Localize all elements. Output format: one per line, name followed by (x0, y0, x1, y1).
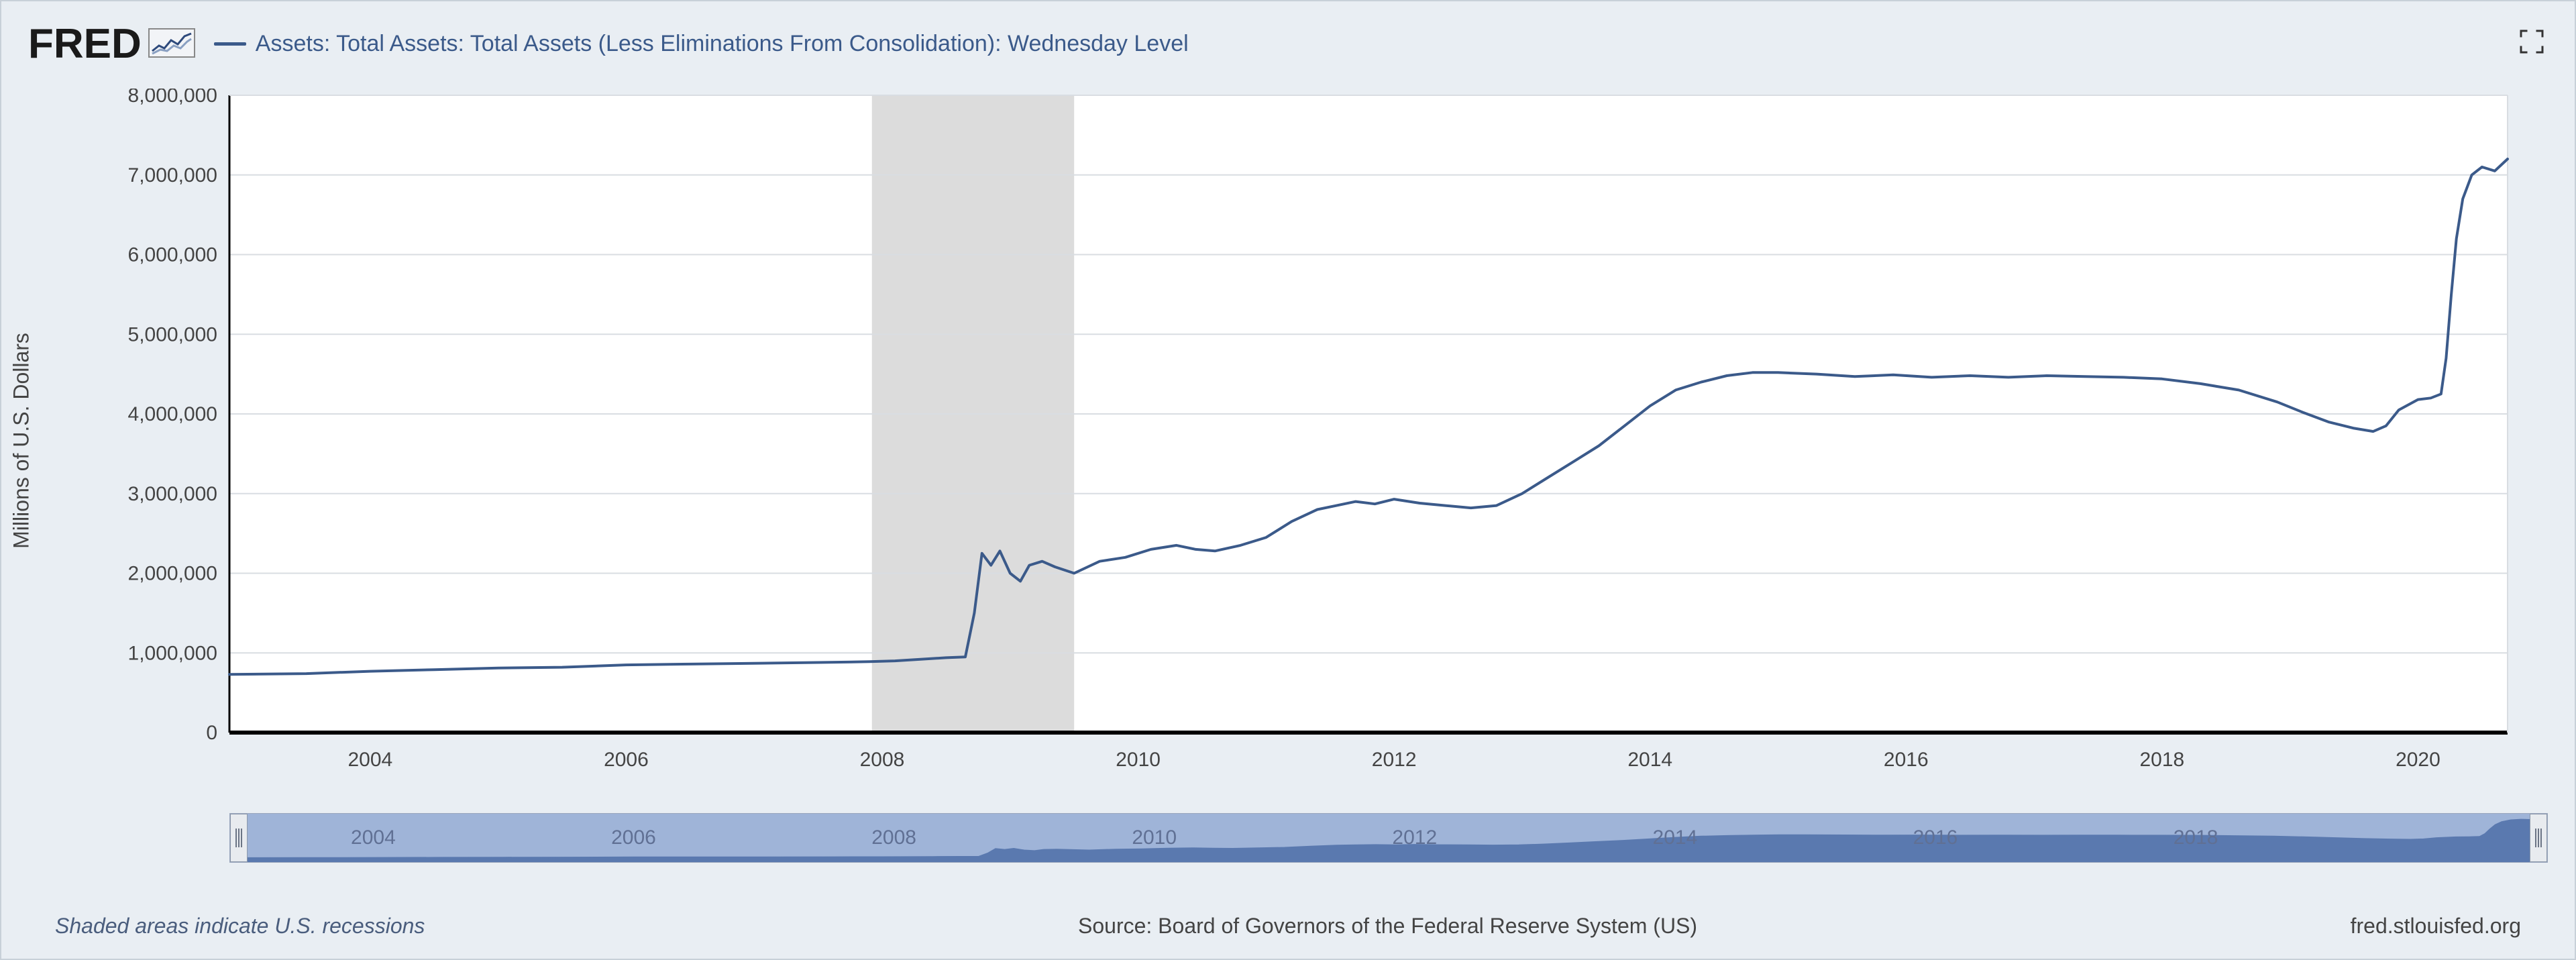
source-text: Source: Board of Governors of the Federa… (1078, 914, 1697, 939)
svg-text:2020: 2020 (2396, 749, 2440, 771)
chart-svg[interactable]: 0 1,000,000 2,000,000 3,000,000 4,000,000 5,0… (28, 89, 2548, 793)
navigator-tick: 2008 (871, 826, 916, 849)
navigator-tick: 2004 (351, 826, 396, 849)
svg-text:3,000,000: 3,000,000 (128, 483, 217, 505)
svg-text:6,000,000: 6,000,000 (128, 244, 217, 266)
svg-text:2008: 2008 (860, 749, 905, 771)
site-link[interactable]: fred.stlouisfed.org (2351, 914, 2521, 939)
time-navigator[interactable]: 2004 2006 2008 2010 2012 2014 2016 2018 (229, 813, 2548, 863)
navigator-tick: 2012 (1392, 826, 1437, 849)
svg-text:0: 0 (206, 722, 217, 744)
svg-text:2016: 2016 (1884, 749, 1929, 771)
chart-header: FRED Assets: Total Assets: Total Assets … (28, 20, 2548, 67)
svg-text:2004: 2004 (347, 749, 392, 771)
svg-text:2010: 2010 (1116, 749, 1161, 771)
svg-text:2006: 2006 (604, 749, 649, 771)
fred-logo-icon (148, 28, 195, 59)
legend-label: Assets: Total Assets: Total Assets (Less… (256, 31, 1189, 57)
chart-footer: Shaded areas indicate U.S. recessions So… (55, 914, 2521, 939)
series-legend[interactable]: Assets: Total Assets: Total Assets (Less… (214, 31, 1189, 57)
svg-text:2014: 2014 (1627, 749, 1672, 771)
svg-text:5,000,000: 5,000,000 (128, 323, 217, 345)
svg-text:8,000,000: 8,000,000 (128, 89, 217, 107)
navigator-tick: 2018 (2174, 826, 2218, 849)
svg-text:1,000,000: 1,000,000 (128, 642, 217, 664)
fred-logo-text: FRED (28, 20, 142, 68)
navigator-tick: 2010 (1132, 826, 1177, 849)
svg-text:7,000,000: 7,000,000 (128, 164, 217, 186)
y-axis-label: Millions of U.S. Dollars (9, 333, 34, 549)
navigator-tick: 2016 (1913, 826, 1958, 849)
navigator-handle-left[interactable] (230, 814, 248, 862)
fred-logo[interactable]: FRED (28, 20, 195, 68)
svg-text:2012: 2012 (1372, 749, 1417, 771)
navigator-handle-right[interactable] (2530, 814, 2547, 862)
recession-note: Shaded areas indicate U.S. recessions (55, 914, 425, 939)
fullscreen-button[interactable] (2518, 28, 2545, 55)
navigator-tick: 2006 (611, 826, 656, 849)
fred-chart-frame: FRED Assets: Total Assets: Total Assets … (0, 0, 2576, 960)
svg-text:2,000,000: 2,000,000 (128, 563, 217, 585)
chart-plot-area: Millions of U.S. Dollars 01,000,0002,000… (28, 89, 2548, 793)
legend-swatch (214, 42, 246, 46)
svg-text:2018: 2018 (2140, 749, 2185, 771)
navigator-tick: 2014 (1653, 826, 1698, 849)
navigator-labels: 2004 2006 2008 2010 2012 2014 2016 2018 (230, 814, 2547, 862)
svg-text:4,000,000: 4,000,000 (128, 403, 217, 425)
